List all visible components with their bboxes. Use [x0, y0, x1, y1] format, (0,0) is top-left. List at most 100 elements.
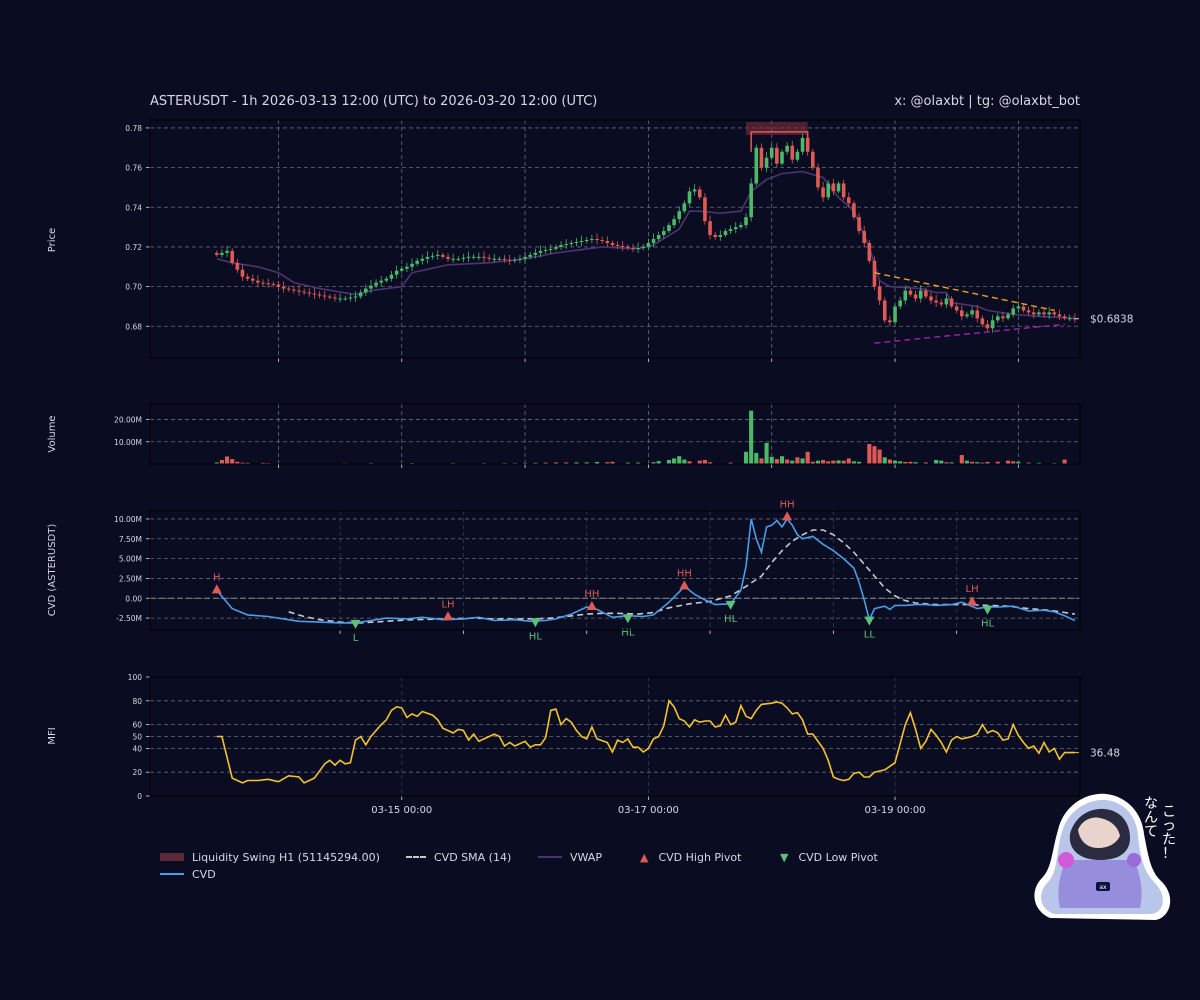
candle-body — [533, 252, 538, 255]
candle-body — [471, 256, 476, 258]
candle-body — [543, 249, 548, 251]
candle-body — [631, 247, 635, 249]
cvd-low-pivot-label: HL — [981, 619, 995, 630]
volume-bar — [980, 462, 985, 464]
candle-body — [749, 183, 753, 218]
trendline-lower — [874, 323, 1065, 344]
candle-body — [405, 266, 409, 269]
volume-bar — [682, 459, 687, 464]
candle-body — [656, 235, 661, 239]
cvd-low-pivot-marker — [725, 600, 736, 610]
candle-body — [846, 197, 851, 204]
candle-body — [302, 291, 306, 293]
candle-body — [867, 242, 872, 261]
volume-bar — [867, 444, 872, 464]
candle-body — [220, 252, 224, 255]
cvd-high-pivot-label: LH — [441, 599, 454, 610]
candle-body — [1057, 314, 1062, 317]
candle-body — [1037, 312, 1041, 315]
volume-bar — [872, 446, 877, 464]
candle-body — [389, 274, 394, 279]
cvd-high-pivot-label: LH — [966, 584, 979, 595]
mfi-ytick-label: 100 — [128, 673, 143, 682]
candle-body — [250, 278, 255, 281]
volume-bar — [877, 449, 882, 464]
volume-bar — [970, 461, 975, 464]
volume-bar — [857, 461, 862, 464]
candle-body — [718, 235, 723, 238]
candle-body — [636, 247, 640, 249]
candle-body — [446, 256, 450, 259]
volume-bar — [769, 456, 774, 464]
candle-body — [841, 183, 846, 198]
cvd-low-pivot-label: HL — [724, 614, 738, 625]
candle-body — [1047, 312, 1051, 315]
price-ytick-label: 0.78 — [125, 124, 142, 133]
candle-body — [338, 298, 342, 300]
candle-body — [687, 191, 692, 204]
jacket-logo-text: ax — [1099, 884, 1107, 891]
volume-ytick-label: 20.00M — [114, 416, 142, 425]
mfi-frame — [149, 676, 1081, 797]
volume-bar — [934, 460, 939, 464]
candle-body — [1067, 318, 1072, 320]
volume-bar — [821, 460, 826, 464]
candle-body — [662, 231, 666, 236]
price-ytick-label: 0.74 — [125, 203, 142, 212]
triangle-down-icon: ▼ — [780, 850, 789, 864]
volume-bar — [743, 451, 749, 464]
cvd-low-pivot-label: LL — [864, 630, 876, 641]
volume-bar — [995, 461, 1000, 464]
candle-body — [980, 318, 985, 325]
candle-body — [723, 231, 728, 236]
volume-bar — [764, 442, 769, 464]
volume-bar — [708, 462, 713, 464]
candle-body — [1021, 306, 1026, 311]
cvd-frame — [149, 510, 1081, 631]
candle-body — [451, 258, 455, 260]
volume-bar — [749, 410, 754, 464]
volume-bar — [610, 461, 615, 464]
volume-frame — [149, 403, 1081, 465]
chart-legend: Liquidity Swing H1 (51145294.00) CVD SMA… — [160, 848, 900, 882]
candle-body — [353, 296, 358, 298]
candle-body — [949, 298, 954, 307]
cvd-high-pivot-label: HH — [780, 499, 795, 510]
volume-bar — [702, 460, 707, 464]
volume-bar — [923, 462, 928, 464]
candle-body — [739, 225, 743, 228]
candle-body — [312, 293, 317, 295]
volume-bar — [225, 456, 230, 464]
candle-body — [831, 183, 836, 192]
legend-swatch-line — [538, 856, 562, 858]
mfi-ytick-label: 50 — [132, 733, 142, 742]
volume-bar — [795, 457, 800, 464]
candle-body — [569, 242, 574, 244]
candle-body — [872, 260, 877, 287]
legend-item-high-pivot: ▲ CVD High Pivot — [636, 851, 754, 864]
volume-bar — [625, 462, 630, 464]
candle-body — [918, 290, 923, 299]
cvd-low-pivot-label: HL — [529, 631, 543, 642]
candle-body — [836, 183, 841, 192]
candle-body — [364, 288, 368, 293]
trendline-upper — [874, 272, 1055, 312]
candle-body — [626, 246, 630, 248]
volume-bar — [985, 462, 990, 464]
candle-body — [292, 289, 296, 291]
candle-body — [523, 256, 527, 259]
mfi-xtick-label: 03-19 00:00 — [864, 805, 925, 816]
volume-bar — [754, 452, 759, 464]
candle-body — [328, 296, 332, 298]
candle-body — [554, 246, 558, 249]
legend-label: VWAP — [570, 850, 602, 864]
candle-body — [733, 227, 738, 230]
candle-body — [415, 260, 419, 264]
cvd-low-pivot-marker — [864, 616, 875, 626]
volume-bar — [759, 458, 764, 464]
candle-body — [775, 147, 779, 164]
volume-bar — [230, 459, 235, 464]
cvd-ytick-label: 0.00 — [125, 594, 142, 603]
candle-body — [497, 258, 502, 260]
